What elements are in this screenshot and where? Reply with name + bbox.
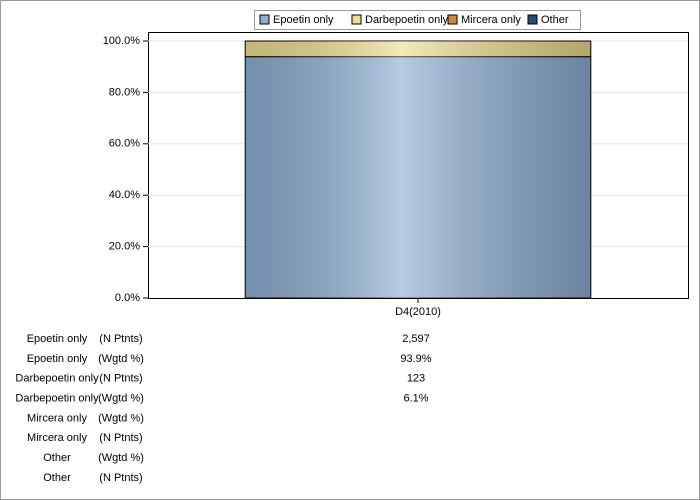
row-value: 93.9%	[400, 353, 431, 365]
y-tick-label: 40.0%	[109, 189, 140, 201]
legend-swatch	[351, 14, 362, 25]
row-unit: (Wgtd %)	[98, 412, 144, 424]
row-unit: (Wgtd %)	[98, 353, 144, 365]
row-unit: (Wgtd %)	[98, 392, 144, 404]
row-label: Mircera only	[27, 412, 87, 424]
y-tick-label: 20.0%	[109, 241, 140, 253]
row-label: Mircera only	[27, 432, 87, 444]
legend-label: Mircera only	[461, 14, 521, 26]
row-unit: (N Ptnts)	[99, 432, 142, 444]
row-unit: (N Ptnts)	[99, 373, 142, 385]
row-label: Other	[43, 452, 71, 464]
y-tick-label: 0.0%	[115, 292, 140, 304]
row-unit: (Wgtd %)	[98, 452, 144, 464]
row-value: 123	[407, 373, 425, 385]
legend-label: Other	[541, 14, 569, 26]
y-tick-label: 80.0%	[109, 86, 140, 98]
row-unit: (N Ptnts)	[99, 472, 142, 484]
row-label: Darbepoetin only	[15, 392, 99, 404]
y-tick-label: 100.0%	[103, 35, 141, 47]
y-tick-label: 60.0%	[109, 138, 140, 150]
row-value: 6.1%	[403, 392, 428, 404]
legend-label: Epoetin only	[273, 14, 334, 26]
legend-swatch	[447, 14, 458, 25]
bar-segment	[244, 40, 592, 58]
row-label: Darbepoetin only	[15, 373, 99, 385]
bar-segment	[244, 56, 592, 299]
row-value: 2,597	[402, 333, 430, 345]
legend-swatch	[527, 14, 538, 25]
x-tick-label: D4(2010)	[395, 306, 441, 318]
legend-label: Darbepoetin only	[365, 14, 449, 26]
legend-box	[254, 10, 581, 30]
legend-swatch	[259, 14, 270, 25]
row-unit: (N Ptnts)	[99, 333, 142, 345]
row-label: Other	[43, 472, 71, 484]
row-label: Epoetin only	[27, 333, 88, 345]
row-label: Epoetin only	[27, 353, 88, 365]
